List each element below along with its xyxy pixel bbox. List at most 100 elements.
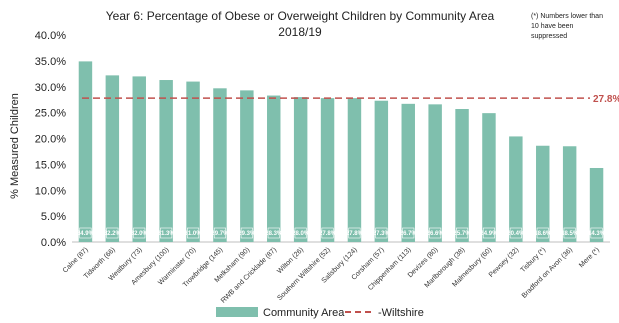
x-tick-label: RWB and Cricklade (87) xyxy=(220,246,278,304)
y-axis: 0.0% 5.0% 10.0% 15.0% 20.0% 25.0% 30.0% 35.0% 40… xyxy=(35,30,610,249)
data-label: 27.8% xyxy=(346,231,364,237)
data-label-box xyxy=(482,227,495,239)
suppression-note-line-3: suppressed xyxy=(531,33,567,40)
chart-title: Year 6: Percentage of Obese or Overweigh… xyxy=(106,9,495,23)
bar xyxy=(455,109,469,242)
suppression-note-line-1: (*) Numbers lower than xyxy=(531,13,603,20)
y-tick-label: 40.0% xyxy=(35,30,66,42)
data-label-box xyxy=(509,227,522,239)
wiltshire-reference: 27.8% xyxy=(82,94,619,105)
data-label-box xyxy=(106,227,119,239)
bar-data-label: 31.3% xyxy=(158,227,176,239)
data-label: 28.0% xyxy=(292,231,310,237)
data-label-box xyxy=(456,227,469,239)
bar-data-label: 14.3% xyxy=(588,227,606,239)
bar xyxy=(536,145,550,242)
bar xyxy=(213,88,227,243)
data-label: 20.4% xyxy=(507,231,525,237)
bar-data-label: 32.2% xyxy=(104,227,122,239)
x-axis-tick-labels: Calne (87)Tidworth (66)Westbury (73)Ames… xyxy=(62,246,601,304)
y-tick-label: 35.0% xyxy=(35,56,66,68)
data-label-box xyxy=(187,227,200,239)
x-tick-label: Calne (87) xyxy=(62,246,90,274)
bars: 34.9% 32.2% 32.0% 31.3% 31.0% 29.7% 29.3% 28.3%… xyxy=(77,61,606,243)
wiltshire-average-label: 27.8% xyxy=(593,94,619,105)
chart-subtitle: 2018/19 xyxy=(278,25,322,39)
bar xyxy=(159,80,173,243)
data-label: 31.3% xyxy=(158,231,176,237)
data-label: 27.3% xyxy=(373,231,391,237)
y-axis-label: % Measured Children xyxy=(9,93,21,199)
data-label-box xyxy=(348,227,361,239)
bar-data-label: 28.0% xyxy=(292,227,310,239)
data-label-box xyxy=(160,227,173,239)
bar xyxy=(482,113,496,242)
x-tick-label: Mere (*) xyxy=(578,246,601,269)
data-label-box xyxy=(563,227,576,239)
data-label-box xyxy=(429,227,442,239)
x-tick-label: Tisbury (*) xyxy=(520,246,548,274)
bar-data-label: 27.8% xyxy=(346,227,364,239)
data-label-box xyxy=(294,227,307,239)
data-label-box xyxy=(536,227,549,239)
bar-data-label: 27.3% xyxy=(373,227,391,239)
bar-data-label: 18.5% xyxy=(561,227,579,239)
bar-data-label: 25.7% xyxy=(454,227,471,239)
legend-label-community-area: Community Area xyxy=(263,307,345,319)
y-tick-label: 5.0% xyxy=(41,211,66,223)
bar-data-label: 34.9% xyxy=(77,227,95,239)
data-label-box xyxy=(213,227,226,239)
data-label-box xyxy=(375,227,388,239)
data-label-box xyxy=(79,227,92,239)
bar xyxy=(132,76,146,243)
bar xyxy=(509,136,523,242)
bar xyxy=(240,90,254,242)
bar xyxy=(374,100,389,242)
bar xyxy=(186,81,200,242)
bar-data-label: 20.4% xyxy=(507,227,525,239)
legend-label-wiltshire: -Wiltshire xyxy=(378,307,424,319)
data-label: 34.9% xyxy=(77,231,95,237)
y-tick-label: 10.0% xyxy=(35,185,66,197)
y-tick-label: 0.0% xyxy=(41,237,66,249)
y-tick-label: 25.0% xyxy=(35,108,66,120)
y-tick-label: 15.0% xyxy=(35,159,66,171)
data-label: 32.0% xyxy=(131,231,149,237)
data-label-box xyxy=(402,227,415,239)
data-label-box xyxy=(321,227,334,239)
bar xyxy=(293,97,308,242)
data-label: 18.5% xyxy=(561,231,579,237)
bar xyxy=(105,75,120,243)
bar-data-label: 29.3% xyxy=(238,227,256,239)
data-label: 28.3% xyxy=(265,231,283,237)
bar-data-label: 18.6% xyxy=(534,227,552,239)
x-tick-label: Southern Wiltshire (52) xyxy=(276,246,332,302)
bar xyxy=(562,146,577,242)
bar xyxy=(589,167,604,242)
data-label: 29.3% xyxy=(238,231,256,237)
bar xyxy=(320,98,335,242)
bar xyxy=(428,104,442,242)
bar-data-label: 32.0% xyxy=(131,227,149,239)
bar xyxy=(267,95,281,242)
y-tick-label: 20.0% xyxy=(35,134,66,146)
bar-data-label: 24.9% xyxy=(480,227,498,239)
data-label: 18.6% xyxy=(534,231,552,237)
bar-data-label: 27.8% xyxy=(319,227,337,239)
data-label: 14.3% xyxy=(588,231,606,237)
bar-data-label: 28.3% xyxy=(265,227,283,239)
x-tick-label: Wilton (26) xyxy=(276,246,305,275)
data-label: 29.7% xyxy=(211,231,229,237)
data-label-box xyxy=(133,227,146,239)
data-label: 26.7% xyxy=(400,231,418,237)
y-tick-label: 30.0% xyxy=(35,82,66,94)
data-label: 26.6% xyxy=(427,231,445,237)
data-label-box xyxy=(590,227,603,239)
suppression-note-line-2: 10 have been xyxy=(531,23,574,30)
bar xyxy=(347,98,362,242)
data-label: 32.2% xyxy=(104,231,122,237)
bar-data-label: 29.7% xyxy=(211,227,229,239)
data-label-box xyxy=(267,227,280,239)
bar xyxy=(78,61,93,242)
x-tick-label: Bradford on Avon (36) xyxy=(521,246,574,299)
